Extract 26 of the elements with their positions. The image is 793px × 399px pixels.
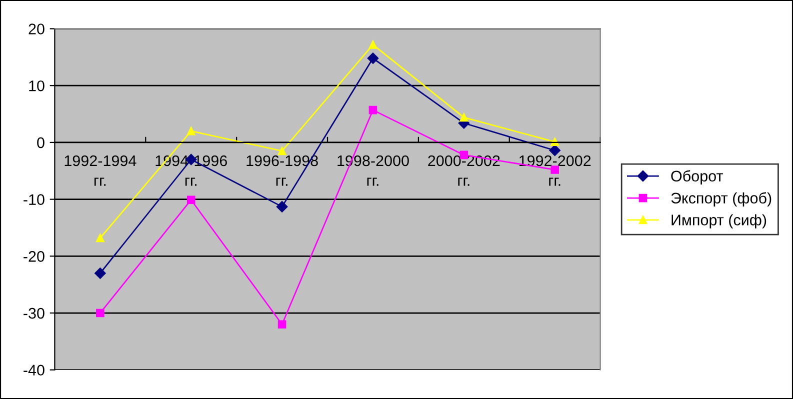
point [368,106,378,114]
point [278,146,286,156]
point [368,40,378,49]
x-tick-label: 2000-2002 гг. [428,155,500,186]
y-tick-label: 0 [37,137,44,148]
point [96,308,104,318]
point [96,234,104,242]
point [186,196,196,204]
y-tick-label: -40 [24,364,44,376]
legend-label: Импорт (сиф) [672,214,766,228]
point [276,201,288,212]
y-tick-label: -30 [24,308,44,319]
point [186,126,196,136]
point [94,268,106,279]
legend-label: Оборот [671,170,723,185]
legend-label: Экспорт (фоб) [671,192,772,207]
point [460,113,468,122]
x-tick-label: 1992-1994 гг. [64,155,136,186]
y-tick-label: 20 [28,24,44,34]
y-tick-label: -20 [24,251,44,262]
point [367,52,379,64]
point [550,138,560,146]
y-tick-label: 10 [29,80,44,92]
y-tick-label: -10 [24,194,44,205]
x-tick-label: 1992-2002 гг. [519,155,591,186]
point [278,320,286,329]
